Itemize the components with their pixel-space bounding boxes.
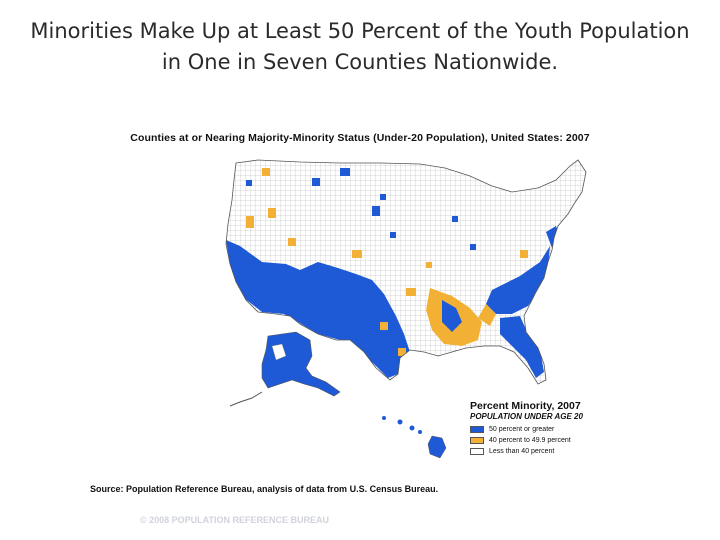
- source-note: Source: Population Reference Bureau, ana…: [90, 484, 439, 494]
- legend-title: Percent Minority, 2007: [470, 400, 581, 412]
- map-title: Counties at or Nearing Majority-Minority…: [130, 132, 590, 144]
- legend-item-near: 40 percent to 49.9 percent: [470, 435, 630, 446]
- slide-title-line-1: Minorities Make Up at Least 50 Percent o…: [30, 19, 690, 43]
- hawaii: [382, 416, 447, 459]
- copyright-watermark: © 2008 POPULATION REFERENCE BUREAU: [140, 515, 329, 525]
- alaska: [229, 331, 341, 407]
- slide-title: Minorities Make Up at Least 50 Percent o…: [10, 16, 710, 78]
- legend-label-near: 40 percent to 49.9 percent: [489, 437, 571, 444]
- legend-label-majority: 50 percent or greater: [489, 426, 555, 433]
- legend-swatch-less: [470, 448, 484, 455]
- legend-item-majority: 50 percent or greater: [470, 424, 630, 435]
- legend-swatch-majority: [470, 426, 484, 433]
- legend-item-less: Less than 40 percent: [470, 446, 630, 457]
- legend-swatch-near: [470, 437, 484, 444]
- legend: Percent Minority, 2007 POPULATION UNDER …: [470, 400, 630, 457]
- legend-subtitle: POPULATION UNDER AGE 20: [470, 412, 583, 421]
- slide-title-line-2: in One in Seven Counties Nationwide.: [161, 50, 559, 74]
- southwest-region: [226, 240, 410, 378]
- legend-label-less: Less than 40 percent: [489, 448, 555, 455]
